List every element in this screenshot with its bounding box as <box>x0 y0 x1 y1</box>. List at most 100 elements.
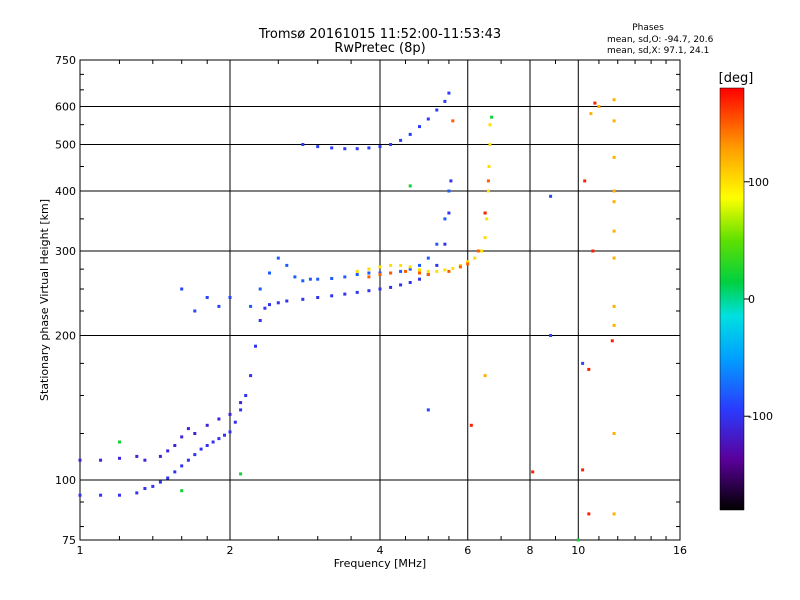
data-point <box>343 275 347 279</box>
colorbar-tick-label: 100 <box>748 176 769 189</box>
y-tick-label: 600 <box>55 101 76 114</box>
data-point <box>612 119 616 123</box>
data-point <box>612 155 616 159</box>
data-point <box>483 211 487 215</box>
data-point <box>486 179 490 183</box>
data-point <box>308 277 312 281</box>
x-tick-label: 4 <box>377 544 384 557</box>
data-point <box>549 194 553 198</box>
data-point <box>389 143 393 146</box>
data-point <box>118 440 121 444</box>
data-point <box>583 179 587 183</box>
y-tick-label: 750 <box>55 54 76 67</box>
data-point <box>233 420 237 424</box>
x-tick-label: 10 <box>571 544 585 557</box>
data-point <box>483 374 487 378</box>
data-point <box>476 249 480 253</box>
data-point <box>435 108 439 112</box>
data-point <box>451 266 455 270</box>
data-point <box>587 367 591 371</box>
data-point <box>180 464 184 468</box>
stats-heading: Phases <box>632 23 664 33</box>
data-point <box>143 458 147 462</box>
data-point <box>228 412 232 416</box>
data-point <box>610 339 614 343</box>
data-point <box>587 512 591 516</box>
data-point <box>426 273 430 276</box>
data-point <box>612 304 616 308</box>
chart-subtitle: RwPretec (8p) <box>334 41 425 56</box>
data-point <box>367 271 371 275</box>
data-point <box>118 456 121 460</box>
data-point <box>612 256 616 260</box>
data-point <box>612 200 616 204</box>
data-point <box>263 306 267 310</box>
data-point <box>330 294 334 298</box>
data-point <box>276 256 280 260</box>
stats-line-o: mean, sd,O: -94.7, 20.6 <box>607 35 714 45</box>
data-point <box>486 189 490 193</box>
x-tick-label: 8 <box>527 544 534 557</box>
data-point <box>488 123 492 127</box>
data-point <box>443 242 447 246</box>
data-point <box>355 269 359 273</box>
data-point <box>199 447 203 451</box>
data-point <box>466 262 470 266</box>
data-point <box>443 217 447 221</box>
y-tick-label: 200 <box>55 330 76 343</box>
colorbar-label: [deg] <box>719 71 754 86</box>
data-point <box>399 263 403 267</box>
data-point <box>378 145 382 149</box>
grid-lines <box>80 60 680 540</box>
data-point <box>426 269 430 273</box>
data-point <box>612 323 616 327</box>
chart-title: Tromsø 20161015 11:52:00-11:53:43 <box>258 27 501 42</box>
data-point <box>343 292 347 296</box>
y-tick-label: 100 <box>55 474 76 487</box>
data-point <box>488 143 492 146</box>
data-point <box>612 512 616 516</box>
data-point <box>367 275 371 279</box>
data-point <box>285 299 289 303</box>
data-point <box>447 189 451 193</box>
data-point <box>485 217 489 221</box>
data-point <box>581 361 585 365</box>
data-point <box>549 334 553 337</box>
data-point <box>418 268 421 272</box>
data-point <box>426 256 430 260</box>
x-tick-label: 1 <box>77 544 84 557</box>
data-point <box>316 296 320 299</box>
data-point <box>217 304 221 308</box>
data-point <box>443 268 447 272</box>
y-tick-label: 500 <box>55 139 76 152</box>
data-point <box>426 117 430 121</box>
data-point <box>268 303 271 307</box>
data-point <box>211 440 215 444</box>
data-point <box>469 423 473 427</box>
data-point <box>531 470 535 474</box>
data-point <box>378 273 382 276</box>
data-point <box>135 454 139 458</box>
axis-ticks <box>80 60 680 540</box>
data-point <box>285 263 289 267</box>
data-point <box>78 493 82 497</box>
data-point <box>404 269 407 273</box>
data-point <box>389 285 393 289</box>
data-point <box>399 138 403 142</box>
data-point <box>355 273 359 276</box>
data-point <box>378 287 382 291</box>
data-point <box>408 267 412 271</box>
data-point <box>447 269 451 273</box>
data-point <box>193 453 197 457</box>
data-point <box>378 265 382 269</box>
x-tick-labels: 1 2 4 6 8 10 16 <box>77 544 688 557</box>
data-point <box>597 105 601 108</box>
data-point <box>118 493 121 497</box>
data-point <box>367 146 371 150</box>
data-point <box>301 297 305 301</box>
y-tick-label: 400 <box>55 185 76 198</box>
data-point <box>483 236 487 240</box>
y-tick-label: 300 <box>55 245 76 258</box>
data-point <box>418 125 421 129</box>
data-point <box>301 279 305 283</box>
